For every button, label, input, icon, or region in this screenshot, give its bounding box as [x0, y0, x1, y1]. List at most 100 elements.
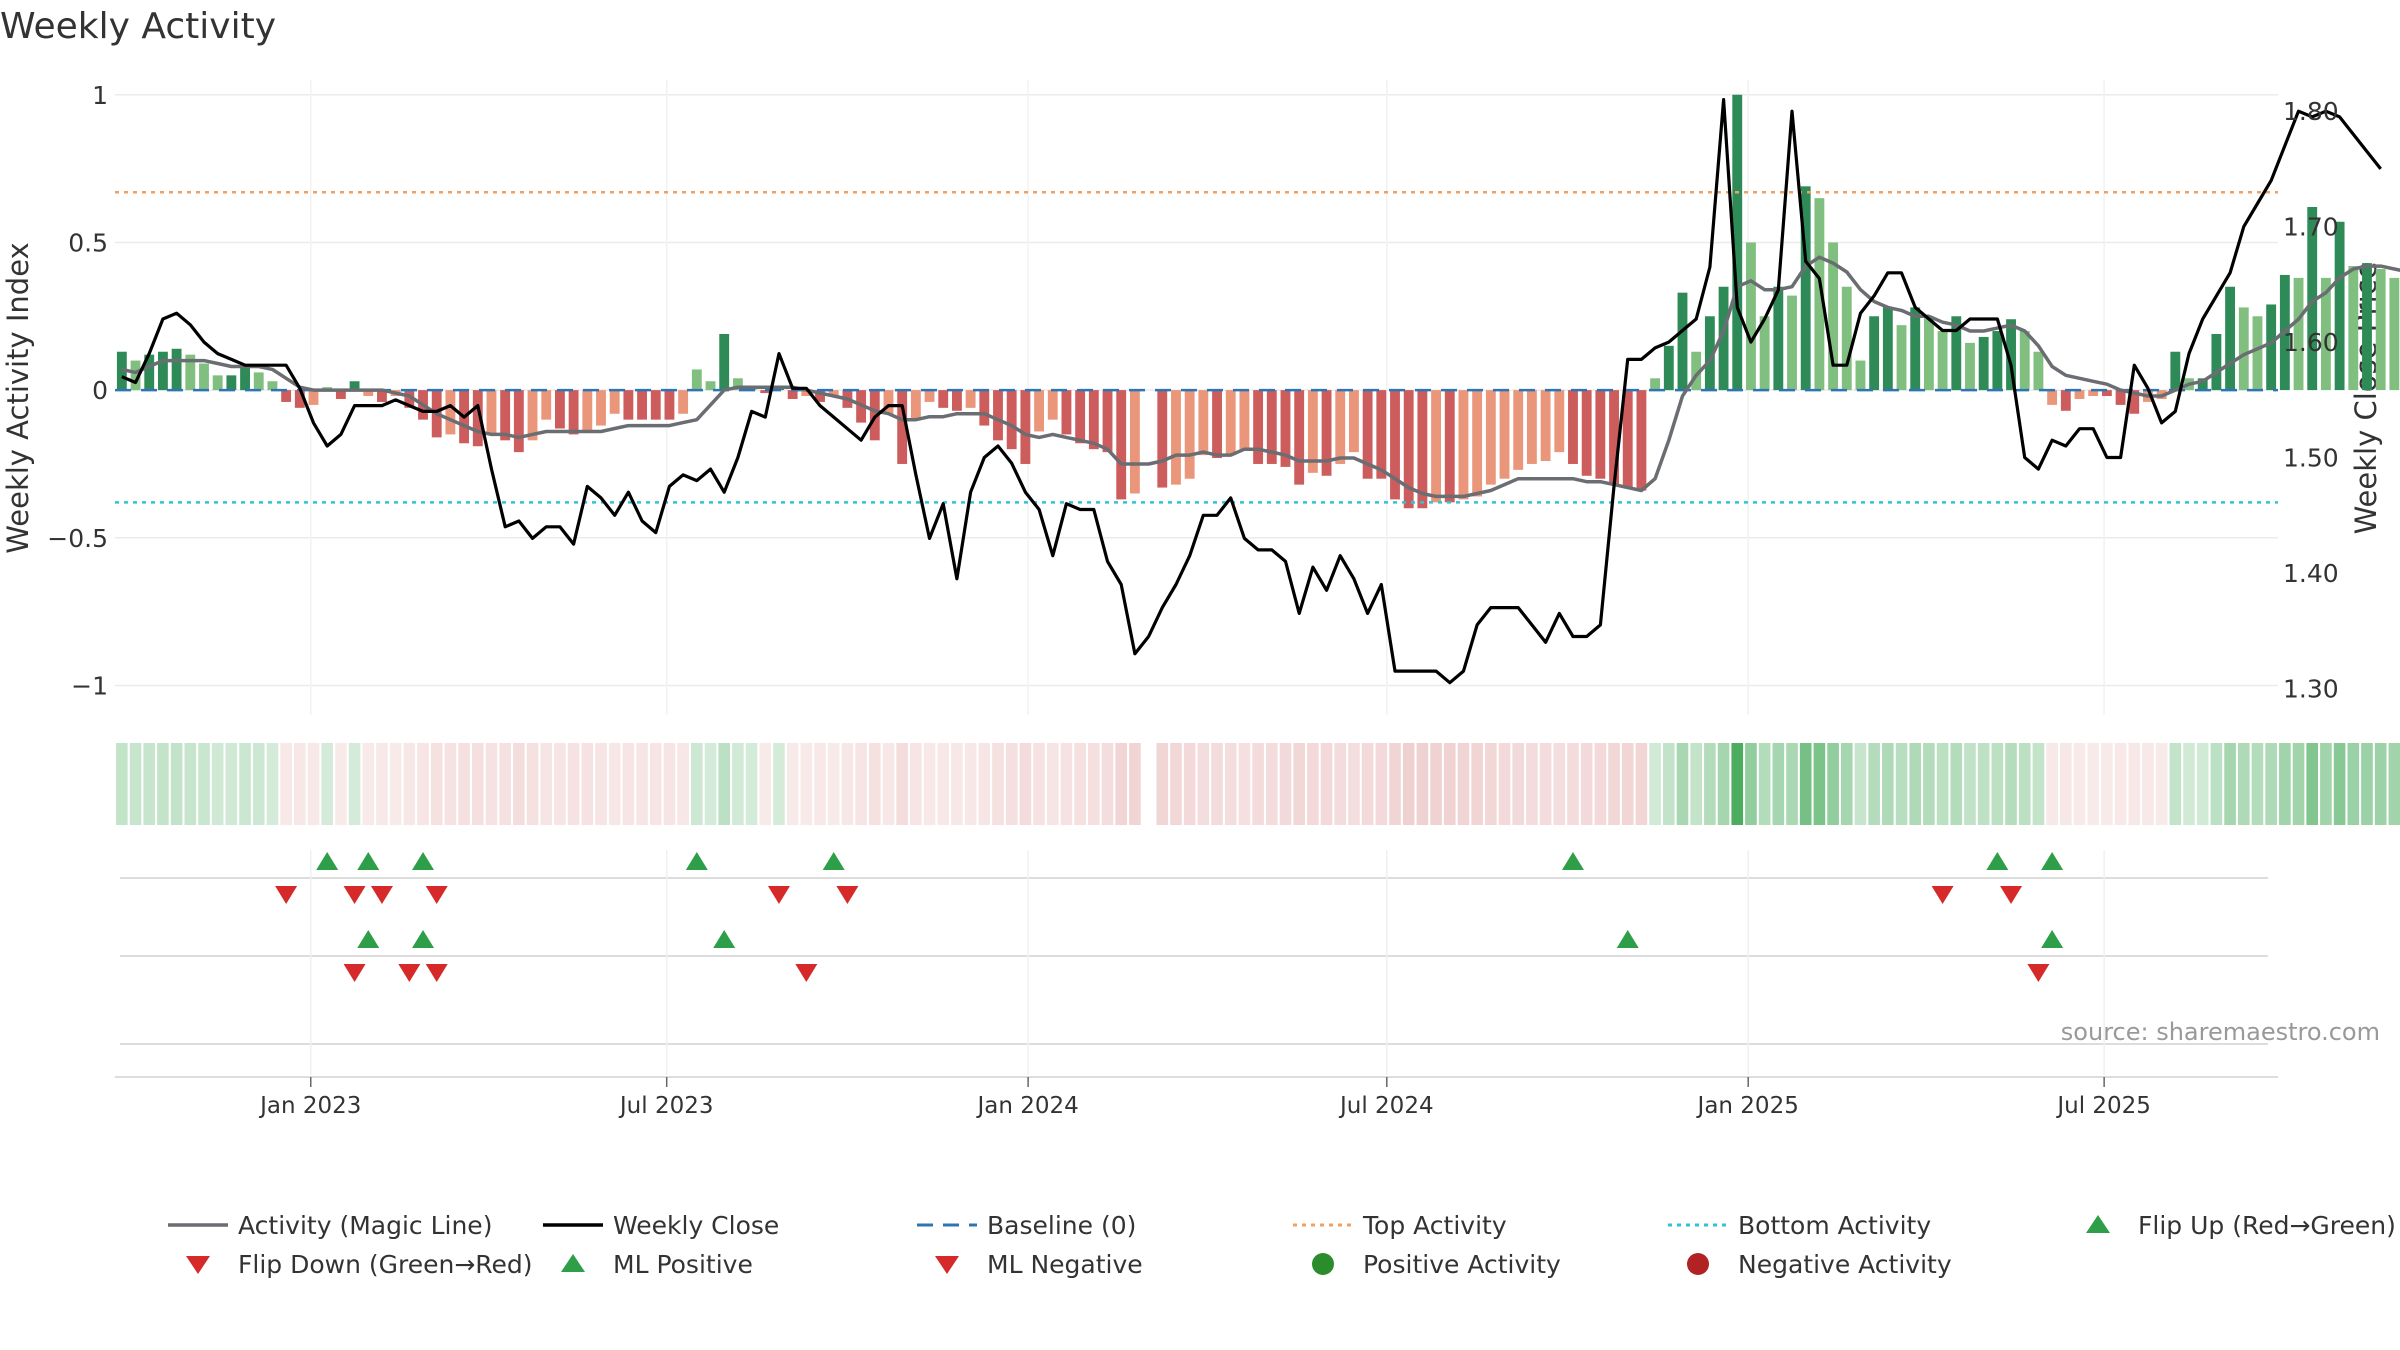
ml-positive-marker: [412, 930, 435, 948]
activity-bar: [1335, 390, 1346, 464]
activity-bar: [513, 390, 524, 453]
activity-bar: [2129, 390, 2140, 414]
heat-strip-cell: [554, 743, 566, 825]
activity-bar: [2033, 351, 2044, 391]
heat-strip-cell: [1567, 743, 1579, 825]
heat-strip-cell: [704, 743, 717, 825]
legend-label: ML Positive: [613, 1250, 753, 1279]
flip-down-marker: [767, 886, 790, 904]
heat-strip-cell: [458, 743, 470, 825]
activity-bar: [1828, 242, 1839, 391]
heat-strip-cell: [2087, 743, 2100, 825]
heat-strip-cell: [1594, 743, 1607, 825]
heat-strip-cell: [417, 743, 429, 825]
heat-strip-cell: [1868, 743, 1880, 825]
flip-up-marker: [1561, 852, 1584, 870]
heat-strip-cell: [581, 743, 594, 825]
right-y-tick-label: 1.40: [2283, 559, 2339, 588]
heat-strip-cell: [896, 743, 908, 825]
activity-bar: [1047, 390, 1058, 420]
heat-strip-cell: [1854, 743, 1867, 825]
heat-strip-cell: [540, 743, 553, 825]
activity-bar: [2047, 390, 2058, 405]
activity-bar: [1841, 286, 1852, 391]
heat-strip-cell: [1443, 743, 1456, 825]
activity-bar: [1609, 390, 1619, 485]
weekly-close-series: [121, 97, 2382, 685]
heat-strip-cell: [2237, 743, 2250, 825]
heat-strip-cell: [129, 743, 142, 825]
activity-bar: [787, 390, 798, 399]
activity-bar: [1088, 390, 1099, 450]
heat-strip-cell: [1799, 743, 1812, 825]
activity-bar: [993, 390, 1003, 441]
heat-strip-cell: [184, 743, 197, 825]
activity-bar: [2060, 390, 2071, 411]
heat-strip-cell: [1840, 743, 1853, 825]
activity-bar: [2266, 304, 2277, 391]
legend-swatch: [2086, 1215, 2110, 1233]
activity-bar: [2293, 277, 2304, 391]
heat-strip-cell: [773, 743, 785, 825]
x-tick-label: Jan 2024: [975, 1093, 1078, 1119]
legend-swatch: [1687, 1253, 1709, 1275]
heat-strip-cell: [718, 743, 731, 825]
ml-negative-marker: [398, 964, 421, 982]
legend-swatch: [186, 1256, 210, 1274]
activity-bar: [1458, 390, 1469, 500]
legend: Activity (Magic Line) Weekly Close Baselin…: [168, 1211, 2396, 1279]
activity-bar: [678, 390, 689, 414]
heat-strip-cell: [225, 743, 238, 825]
activity-bar: [1937, 331, 1948, 391]
activity-bar: [1171, 390, 1181, 485]
heat-strip-cell: [2169, 743, 2182, 825]
heat-strip-cell: [1649, 743, 1661, 825]
activity-bar: [335, 390, 346, 399]
reference-lines: [115, 190, 2278, 504]
activity-bar: [705, 381, 716, 391]
activity-bar: [1896, 325, 1907, 391]
heat-strip-cell: [1882, 743, 1894, 825]
activity-bar: [1020, 390, 1031, 464]
heat-strip-cell: [992, 743, 1004, 825]
activity-bar: [171, 348, 182, 391]
flip-up-marker: [357, 852, 380, 870]
heat-strip-cell: [1046, 743, 1059, 825]
heat-strip-cell: [800, 743, 813, 825]
heat-strip-cell: [1977, 743, 1990, 825]
activity-bar: [253, 372, 264, 391]
ml-negative-marker: [2027, 964, 2050, 982]
activity-bar: [1773, 286, 1784, 391]
legend-label: ML Negative: [987, 1250, 1143, 1279]
legend-swatch: [561, 1254, 585, 1272]
activity-bar: [1349, 390, 1359, 453]
activity-bar: [1225, 390, 1236, 456]
activity-bar: [1513, 390, 1524, 470]
heat-strip-cell: [1389, 743, 1401, 825]
activity-bar: [1116, 390, 1127, 500]
heat-strip-cell: [170, 743, 183, 825]
heat-strip-cell: [855, 743, 867, 825]
activity-bar: [2348, 266, 2359, 391]
left-y-tick-label: −0.5: [47, 524, 108, 553]
activity-bar: [349, 381, 360, 391]
ml-negative-marker: [425, 964, 448, 982]
heat-strip-cell: [1115, 743, 1128, 825]
ml-positive-marker: [357, 930, 380, 948]
legend-item: Positive Activity: [1312, 1250, 1561, 1279]
activity-bar: [1595, 390, 1606, 479]
activity-bar: [1499, 390, 1510, 479]
activity-bar: [1198, 390, 1209, 456]
flip-down-marker: [836, 886, 859, 904]
activity-bar: [267, 381, 278, 391]
heat-strip-cell: [759, 743, 772, 825]
heat-strip-cell: [1676, 743, 1689, 825]
heat-strip-cell: [1553, 743, 1566, 825]
heat-strip-cell: [1238, 743, 1251, 825]
heat-strip-cell: [1964, 743, 1976, 825]
flip-up-marker: [822, 852, 845, 870]
heat-strip-cell: [1101, 743, 1114, 825]
activity-bar: [596, 390, 606, 426]
activity-bar: [1568, 390, 1578, 464]
activity-bar: [541, 390, 552, 420]
